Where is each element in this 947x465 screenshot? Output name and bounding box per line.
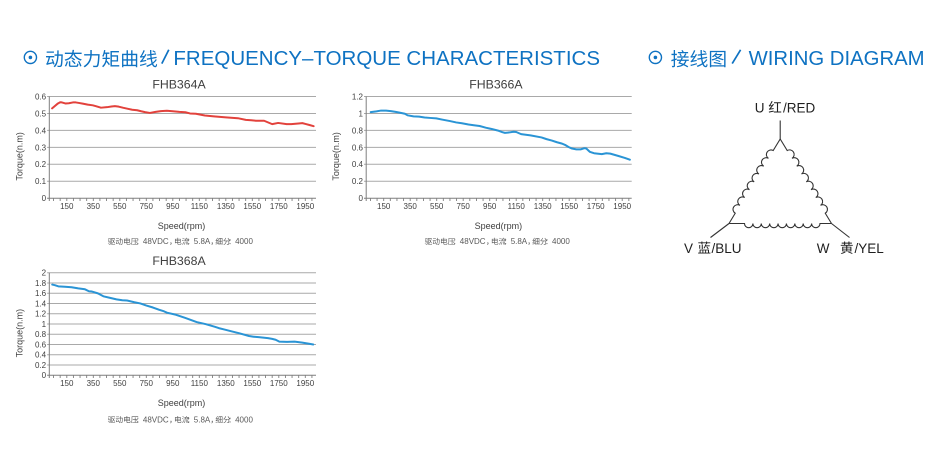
svg-text:Torque(n.m): Torque(n.m) [14, 132, 24, 181]
svg-text:1750: 1750 [270, 202, 288, 211]
svg-text:1550: 1550 [243, 379, 261, 388]
svg-text:Speed(rpm): Speed(rpm) [158, 398, 206, 408]
svg-text:750: 750 [140, 202, 154, 211]
svg-text:0.6: 0.6 [35, 340, 47, 349]
svg-text:350: 350 [404, 202, 418, 211]
svg-text:/BLU: /BLU [712, 241, 742, 256]
svg-text:150: 150 [60, 379, 74, 388]
svg-text:1150: 1150 [191, 202, 209, 211]
svg-text:1950: 1950 [296, 202, 314, 211]
svg-text:0.2: 0.2 [352, 177, 364, 186]
svg-text:1150: 1150 [508, 202, 526, 211]
svg-text:1550: 1550 [560, 202, 578, 211]
svg-text:1350: 1350 [217, 379, 235, 388]
svg-text:Torque(n.m): Torque(n.m) [14, 309, 24, 358]
svg-text:1950: 1950 [296, 379, 314, 388]
svg-text:5.8A: 5.8A [194, 237, 211, 246]
svg-text:4000: 4000 [552, 237, 570, 246]
svg-text:WIRING DIAGRAM: WIRING DIAGRAM [749, 47, 925, 70]
svg-text:1750: 1750 [587, 202, 605, 211]
svg-text:0.4: 0.4 [35, 126, 47, 135]
svg-text:1750: 1750 [270, 379, 288, 388]
svg-text:0.6: 0.6 [352, 143, 364, 152]
svg-text:1: 1 [359, 109, 364, 118]
svg-text:750: 750 [140, 379, 154, 388]
svg-text:0.3: 0.3 [35, 143, 47, 152]
svg-text:48VDC: 48VDC [143, 416, 169, 425]
svg-text:0: 0 [42, 194, 47, 203]
svg-text:FHB364A: FHB364A [152, 78, 206, 92]
svg-text:1350: 1350 [217, 202, 235, 211]
svg-text:1.2: 1.2 [352, 92, 364, 101]
svg-text:550: 550 [430, 202, 444, 211]
svg-text:1: 1 [42, 320, 47, 329]
svg-text:550: 550 [113, 202, 127, 211]
svg-text:W: W [817, 241, 830, 256]
svg-text:950: 950 [483, 202, 497, 211]
svg-text:1.8: 1.8 [35, 279, 47, 288]
svg-text:/YEL: /YEL [855, 241, 885, 256]
svg-text:0.4: 0.4 [352, 160, 364, 169]
svg-text:1150: 1150 [191, 379, 209, 388]
svg-text:0: 0 [359, 194, 364, 203]
svg-text:0.8: 0.8 [35, 330, 47, 339]
svg-text:FREQUENCY–TORQUE CHARACTERISTI: FREQUENCY–TORQUE CHARACTERISTICS [173, 47, 600, 70]
svg-text:0.8: 0.8 [352, 126, 364, 135]
svg-text:350: 350 [87, 202, 101, 211]
svg-text:950: 950 [166, 202, 180, 211]
svg-text:0.2: 0.2 [35, 361, 47, 370]
svg-text:5.8A: 5.8A [194, 416, 211, 425]
svg-text:150: 150 [60, 202, 74, 211]
svg-text:750: 750 [457, 202, 471, 211]
svg-text:0.6: 0.6 [35, 92, 47, 101]
svg-text:950: 950 [166, 379, 180, 388]
svg-text:0.2: 0.2 [35, 160, 47, 169]
svg-text:1.2: 1.2 [35, 310, 47, 319]
svg-text:FHB368A: FHB368A [152, 254, 206, 268]
svg-text:U: U [755, 100, 765, 115]
svg-text:1350: 1350 [534, 202, 552, 211]
svg-text:1550: 1550 [243, 202, 261, 211]
svg-text:5.8A: 5.8A [511, 237, 528, 246]
svg-text:1.4: 1.4 [35, 299, 47, 308]
svg-text:4000: 4000 [235, 416, 253, 425]
svg-text:0.4: 0.4 [35, 351, 47, 360]
svg-text:550: 550 [113, 379, 127, 388]
svg-text:Torque(n.m): Torque(n.m) [331, 132, 341, 181]
svg-text:1.6: 1.6 [35, 289, 47, 298]
svg-text:48VDC: 48VDC [460, 237, 486, 246]
svg-text:350: 350 [87, 379, 101, 388]
svg-text:0.1: 0.1 [35, 177, 47, 186]
svg-text:2: 2 [42, 269, 47, 278]
svg-text:1950: 1950 [613, 202, 631, 211]
svg-text:FHB366A: FHB366A [469, 78, 523, 92]
svg-text:4000: 4000 [235, 237, 253, 246]
svg-text:0: 0 [42, 371, 47, 380]
svg-text:0.5: 0.5 [35, 109, 47, 118]
svg-text:V: V [684, 241, 693, 256]
svg-text:Speed(rpm): Speed(rpm) [158, 221, 206, 231]
svg-text:Speed(rpm): Speed(rpm) [475, 221, 523, 231]
svg-text:150: 150 [377, 202, 391, 211]
svg-text:/RED: /RED [783, 100, 816, 115]
svg-text:48VDC: 48VDC [143, 237, 169, 246]
